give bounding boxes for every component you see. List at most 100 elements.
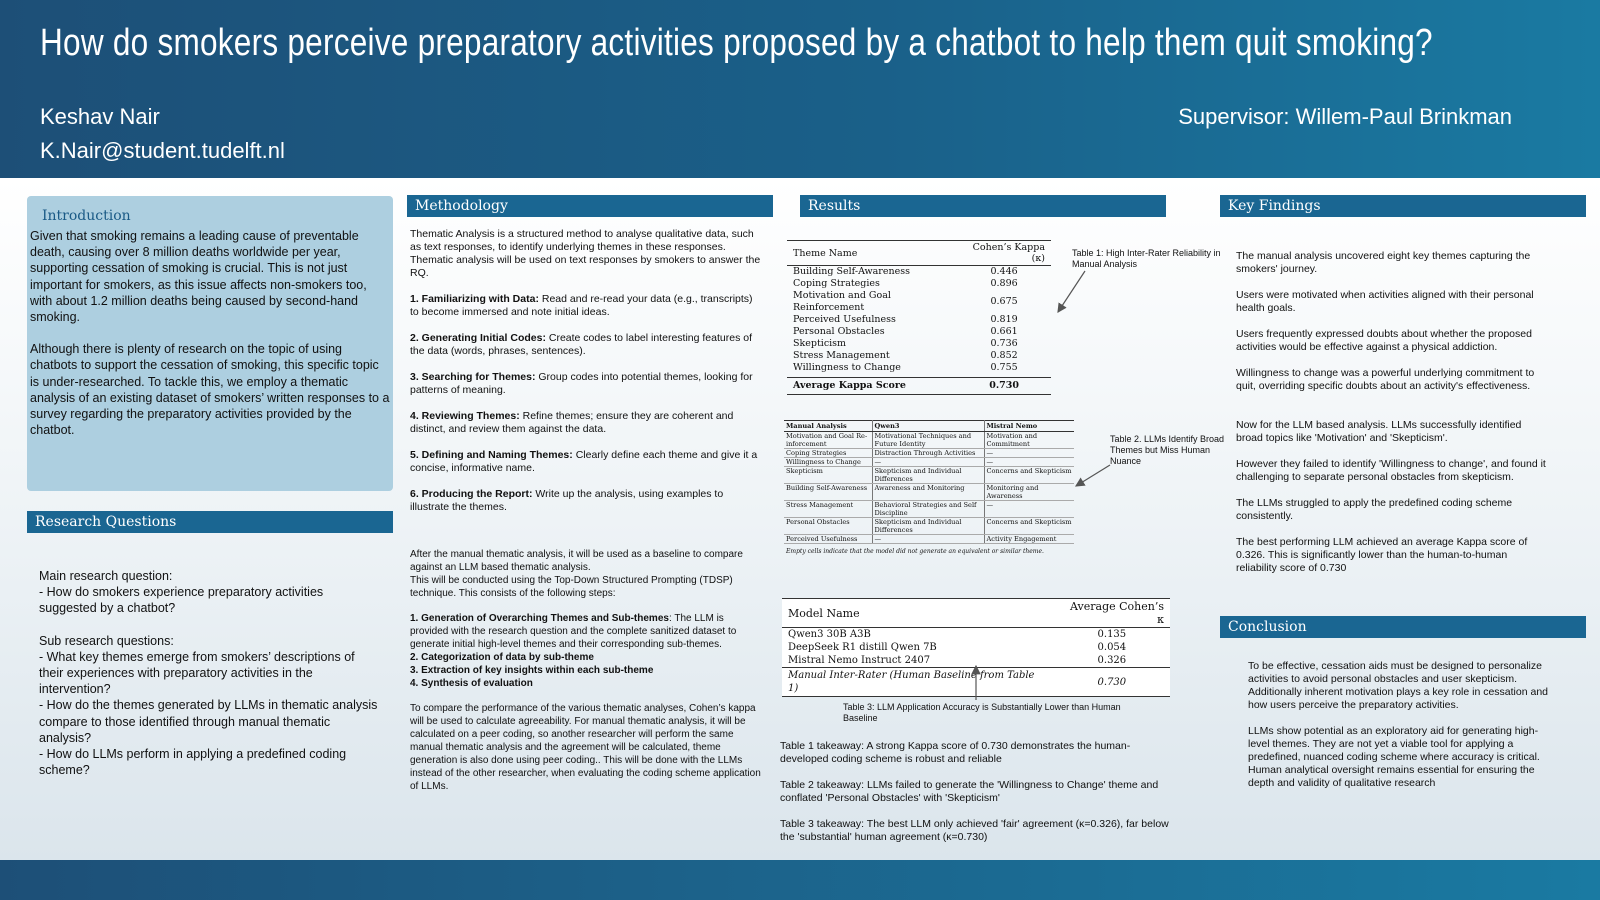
kappa-value: 0.675 bbox=[990, 296, 1018, 307]
poster-title: How do smokers perceive preparatory acti… bbox=[40, 22, 1433, 64]
theme-name: Stress Management bbox=[793, 350, 890, 361]
table-header-row: Model Name Average Cohen’s κ bbox=[782, 598, 1170, 628]
introduction-paragraph: Although there is plenty of research on … bbox=[30, 342, 390, 438]
table-header: Mistral Nemo bbox=[984, 420, 1074, 432]
author-name: Keshav Nair bbox=[40, 104, 160, 129]
table-3-llm-accuracy: Model Name Average Cohen’s κ Qwen3 30B A… bbox=[782, 598, 1170, 697]
manual-theme: Stress Management bbox=[784, 500, 873, 518]
mistral-theme: Concerns and Skepticism bbox=[984, 466, 1074, 484]
method-step: 6. Producing the Report: Write up the an… bbox=[410, 488, 762, 514]
manual-theme: Skepticism bbox=[784, 466, 873, 484]
table-header: Theme Name bbox=[787, 240, 958, 266]
method-step: 1. Familiarizing with Data: Read and re-… bbox=[410, 293, 762, 319]
table-row: Personal Obstacles 0.661 bbox=[787, 326, 1051, 338]
qwen-theme: Distraction Through Activities bbox=[872, 448, 985, 458]
key-findings-title: Key Findings bbox=[1220, 195, 1586, 217]
table-row: Stress Management Behavioral Strategies a… bbox=[784, 500, 1074, 518]
table-average-row: Average Kappa Score 0.730 bbox=[787, 377, 1051, 395]
kappa-value: 0.755 bbox=[990, 362, 1018, 373]
finding: Now for the LLM based analysis. LLMs suc… bbox=[1236, 419, 1522, 444]
conclusion-paragraph: To be effective, cessation aids must be … bbox=[1248, 660, 1549, 711]
table-row: Willingness to Change — — bbox=[784, 457, 1074, 467]
table-header: Qwen3 bbox=[872, 420, 985, 432]
methodology-title: Methodology bbox=[407, 195, 773, 217]
table-row: Qwen3 30B A3B 0.135 bbox=[782, 628, 1170, 642]
method-step-text: Read and re-read your data (e.g., transc… bbox=[410, 293, 753, 318]
table-row: Coping Strategies Distraction Through Act… bbox=[784, 448, 1074, 458]
theme-name: Willingness to Change bbox=[793, 362, 901, 373]
method-step: 3. Searching for Themes: Group codes int… bbox=[410, 371, 762, 397]
tdsp-step-head: 1. Generation of Overarching Themes and … bbox=[410, 613, 669, 624]
method-step-head: 1. Familiarizing with Data: bbox=[410, 293, 539, 305]
kappa-value: 0.819 bbox=[990, 314, 1018, 325]
method-step-head: 6. Producing the Report: bbox=[410, 488, 533, 500]
table-row: Coping Strategies 0.896 bbox=[787, 278, 1051, 290]
qwen-theme: Awareness and Monitoring bbox=[872, 483, 985, 501]
qwen-theme: Skepticism and Individual Differences bbox=[872, 517, 985, 535]
table-row: DeepSeek R1 distill Qwen 7B 0.054 bbox=[782, 641, 1170, 654]
main-question-block: Main research question: - How do smokers… bbox=[39, 568, 379, 617]
method-step-text: Clearly define each theme and give it a … bbox=[410, 449, 758, 474]
theme-name: Perceived Usefulness bbox=[793, 314, 896, 325]
theme-name: Building Self-Awareness bbox=[793, 266, 910, 277]
table-header: Cohen’s Kappa (κ) bbox=[957, 240, 1051, 266]
table-row: Skepticism 0.736 bbox=[787, 338, 1051, 350]
model-name: Mistral Nemo Instruct 2407 bbox=[788, 655, 931, 666]
conclusion-text: To be effective, cessation aids must be … bbox=[1248, 660, 1548, 803]
qwen-theme: — bbox=[872, 457, 985, 467]
qwen-theme: Behavioral Strategies and Self Disciplin… bbox=[872, 500, 985, 518]
method-step-text: Write up the analysis, using examples to… bbox=[410, 488, 724, 513]
table-row: Perceived Usefulness — Activity Engagement bbox=[784, 534, 1074, 544]
key-findings-text: The manual analysis uncovered eight key … bbox=[1236, 250, 1546, 588]
introduction-panel bbox=[27, 196, 393, 491]
manual-theme: Motivation and Goal Re-inforcement bbox=[784, 431, 873, 449]
tdsp-step: 3. Extraction of key insights within eac… bbox=[410, 664, 762, 677]
sub-question: - How do LLMs perform in applying a pred… bbox=[39, 747, 347, 778]
sub-question: - How do the themes generated by LLMs in… bbox=[39, 698, 378, 745]
kappa-value: 0.054 bbox=[1097, 642, 1127, 653]
kappa-value: 0.135 bbox=[1097, 629, 1127, 640]
sub-questions-label: Sub research questions: bbox=[39, 633, 174, 648]
qwen-theme: Skepticism and Individual Differences bbox=[872, 466, 985, 484]
qwen-theme: — bbox=[872, 534, 985, 544]
takeaway: Table 2 takeaway: LLMs failed to generat… bbox=[780, 779, 1159, 804]
method-step-text: Create codes to label interesting featur… bbox=[410, 332, 752, 357]
tdsp-step-text: : The LLM is provided with the research … bbox=[410, 613, 737, 650]
research-questions-text: Main research question: - How do smokers… bbox=[39, 568, 379, 794]
table-header-row: Theme Name Cohen’s Kappa (κ) bbox=[787, 240, 1051, 266]
average-value: 0.730 bbox=[957, 377, 1051, 395]
kappa-explanation: To compare the performance of the variou… bbox=[410, 703, 761, 792]
mistral-theme: Motivation and Commitment bbox=[984, 431, 1074, 449]
theme-name: Skepticism bbox=[793, 338, 847, 349]
tdsp-step-head: 4. Synthesis of evaluation bbox=[410, 678, 533, 689]
mistral-theme: Monitoring and Awareness bbox=[984, 483, 1074, 501]
author-email: K.Nair@student.tudelft.nl bbox=[40, 138, 285, 163]
tdsp-steps: 1. Generation of Overarching Themes and … bbox=[410, 612, 762, 690]
llm-intro-line: After the manual thematic analysis, it w… bbox=[410, 549, 743, 573]
method-step-head: 2. Generating Initial Codes: bbox=[410, 332, 546, 344]
table-2-note: Empty cells indicate that the model did … bbox=[786, 548, 1044, 555]
table-3-caption: Table 3: LLM Application Accuracy is Sub… bbox=[843, 702, 1121, 723]
finding: Users frequently expressed doubts about … bbox=[1236, 328, 1532, 353]
table-1-kappa: Theme Name Cohen’s Kappa (κ) Building Se… bbox=[787, 240, 1051, 395]
table-row: Skepticism Skepticism and Individual Diff… bbox=[784, 466, 1074, 484]
table-1-caption: Table 1: High Inter-Rater Reliability in… bbox=[1072, 248, 1221, 269]
tdsp-step: 4. Synthesis of evaluation bbox=[410, 677, 762, 690]
theme-name: Personal Obstacles bbox=[793, 326, 885, 337]
manual-theme: Personal Obstacles bbox=[784, 517, 873, 535]
sub-question: - What key themes emerge from smokers’ d… bbox=[39, 649, 355, 697]
poster-header: How do smokers perceive preparatory acti… bbox=[0, 0, 1600, 178]
table-row: Personal Obstacles Skepticism and Individ… bbox=[784, 517, 1074, 535]
finding: Willingness to change was a powerful und… bbox=[1236, 367, 1535, 392]
method-step-text: Group codes into potential themes, looki… bbox=[410, 371, 753, 396]
baseline-value: 0.730 bbox=[1053, 667, 1170, 697]
methodology-text: Thematic Analysis is a structured method… bbox=[410, 228, 762, 527]
table-baseline-row: Manual Inter-Rater (Human Baseline from … bbox=[782, 667, 1170, 697]
mistral-theme: — bbox=[984, 500, 1074, 518]
mistral-theme: — bbox=[984, 457, 1074, 467]
kappa-value: 0.736 bbox=[990, 338, 1018, 349]
finding: The best performing LLM achieved an aver… bbox=[1236, 536, 1528, 574]
table-row: Motivation and Goal Reinforcement 0.675 bbox=[787, 290, 1051, 314]
methodology-intro: Thematic Analysis is a structured method… bbox=[410, 228, 761, 279]
research-questions-title: Research Questions bbox=[27, 511, 393, 533]
